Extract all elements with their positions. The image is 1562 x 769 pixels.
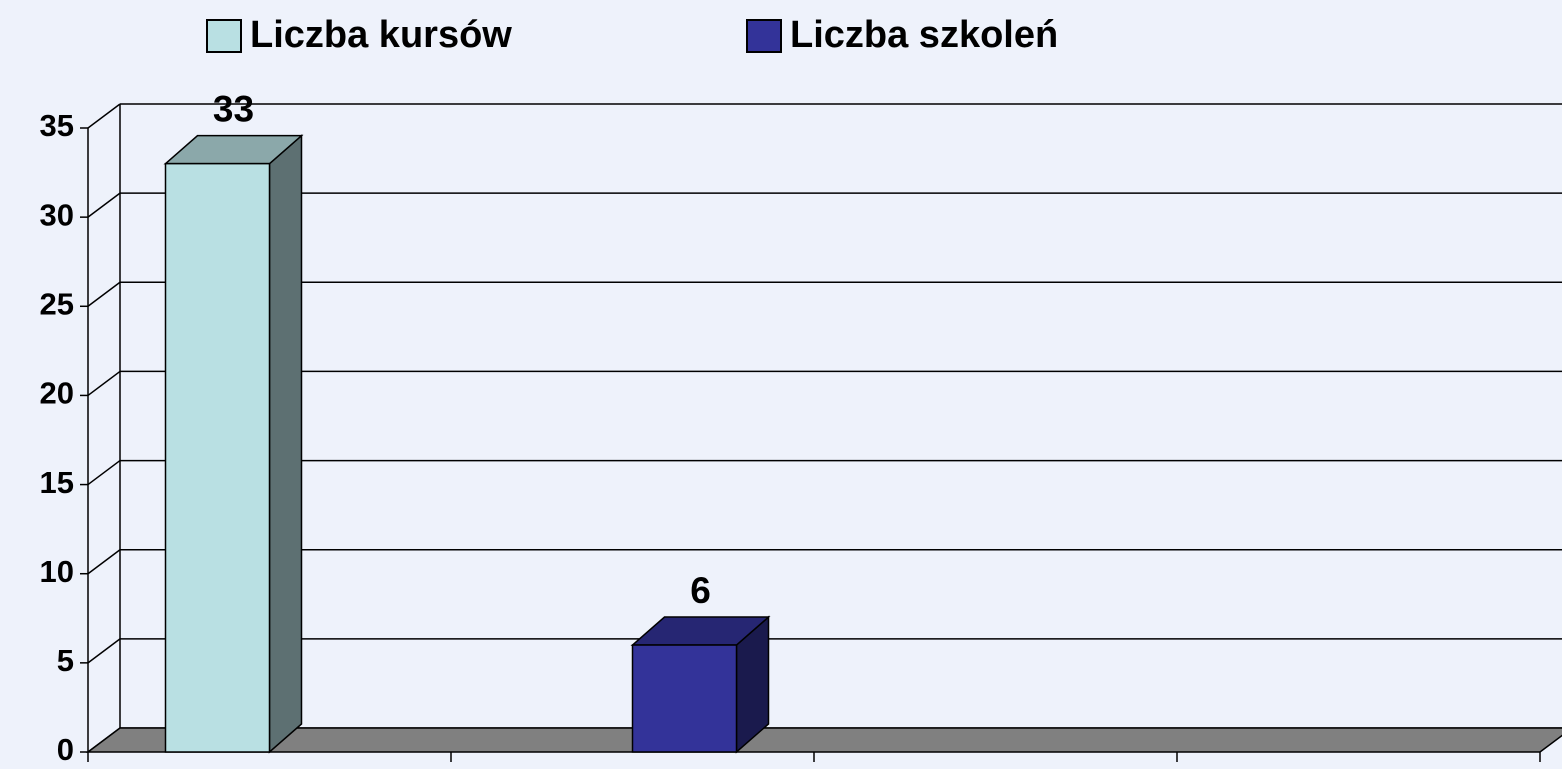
grid-diagonal <box>87 459 121 486</box>
grid-diagonal <box>87 281 121 307</box>
y-tick-label: 0 <box>57 732 74 767</box>
bar-front <box>631 644 738 753</box>
legend-label: Liczba kursów <box>250 14 512 56</box>
grid-diagonal <box>87 638 121 664</box>
grid-diagonal <box>87 192 121 218</box>
bar-front <box>164 162 271 753</box>
y-tick-label: 20 <box>40 376 74 411</box>
y-tick-label: 35 <box>40 108 74 143</box>
bar-side <box>268 134 303 754</box>
data-label: 33 <box>213 88 254 129</box>
y-tick-label: 30 <box>40 197 74 232</box>
floor <box>85 727 1562 753</box>
grid-diagonal <box>87 370 121 397</box>
y-tick-label: 15 <box>40 465 74 500</box>
y-tick-label: 25 <box>40 286 74 321</box>
grid-diagonal <box>87 103 121 129</box>
y-tick-label: 5 <box>57 643 74 678</box>
y-tick-label: 10 <box>40 554 74 589</box>
grid-diagonal <box>87 549 121 575</box>
data-label: 6 <box>690 570 711 611</box>
legend-swatch <box>746 19 782 53</box>
legend-label: Liczba szkoleń <box>790 14 1058 56</box>
bar <box>163 134 304 754</box>
legend-swatch <box>206 19 242 53</box>
bar <box>630 615 771 754</box>
